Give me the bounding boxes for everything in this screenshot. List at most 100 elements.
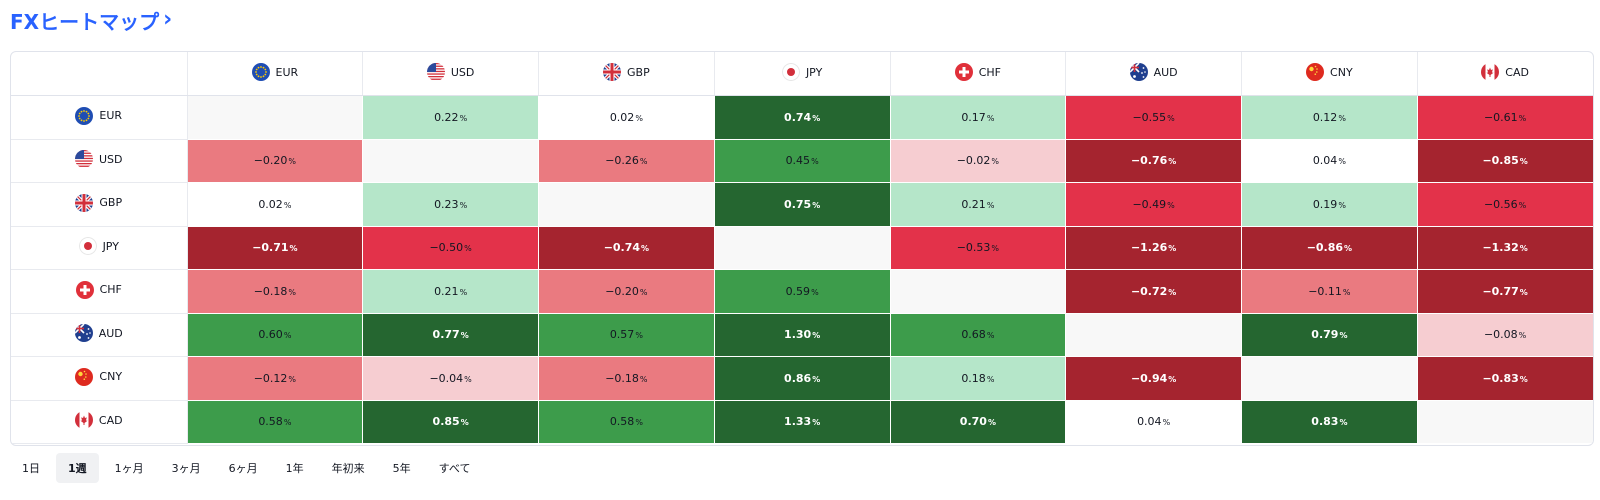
heatmap-cell-eur-chf[interactable]: 0.17% [890, 95, 1067, 140]
heatmap-cell-chf-chf [890, 269, 1067, 314]
period-button-0[interactable]: 1日 [22, 462, 40, 475]
percent-sign: % [1519, 244, 1528, 254]
heatmap-cell-cny-eur[interactable]: −0.12% [187, 356, 364, 401]
heatmap-cell-cad-chf[interactable]: 0.70% [890, 400, 1067, 444]
row-header-label: AUD [98, 326, 123, 340]
heatmap-cell-eur-eur [187, 95, 364, 140]
heatmap-cell-chf-cad[interactable]: −0.77% [1417, 269, 1593, 314]
heatmap-cell-eur-jpy[interactable]: 0.74% [714, 95, 891, 140]
cell-value: 1.33 [784, 415, 812, 429]
heatmap-cell-jpy-aud[interactable]: −1.26% [1065, 226, 1242, 270]
heatmap-cell-cny-usd[interactable]: −0.04% [362, 356, 539, 401]
period-button-4[interactable]: 6ヶ月 [228, 462, 258, 475]
heatmap-cell-gbp-jpy[interactable]: 0.75% [714, 182, 891, 227]
percent-sign: % [1518, 113, 1527, 123]
heatmap-cell-cad-eur[interactable]: 0.58% [187, 400, 364, 444]
heatmap-cell-eur-aud[interactable]: −0.55% [1065, 95, 1242, 140]
heatmap-cell-cad-cny[interactable]: 0.83% [1241, 400, 1418, 444]
heatmap-cell-chf-cny[interactable]: −0.11% [1241, 269, 1418, 314]
heatmap-cell-aud-eur[interactable]: 0.60% [187, 313, 364, 357]
percent-sign: % [639, 157, 648, 167]
heatmap-cell-aud-cad[interactable]: −0.08% [1417, 313, 1593, 357]
period-button-2[interactable]: 1ヶ月 [114, 462, 144, 475]
cell-value: 0.18 [961, 371, 986, 385]
cell-value: 0.83 [1311, 415, 1339, 429]
heatmap-cell-gbp-usd[interactable]: 0.23% [362, 182, 539, 227]
heatmap-cell-cny-aud[interactable]: −0.94% [1065, 356, 1242, 401]
heatmap-cell-gbp-cad[interactable]: −0.56% [1417, 182, 1593, 227]
heatmap-cell-gbp-chf[interactable]: 0.21% [890, 182, 1067, 227]
heatmap-cell-aud-usd[interactable]: 0.77% [362, 313, 539, 357]
heatmap-cell-gbp-aud[interactable]: −0.49% [1065, 182, 1242, 227]
period-button-6[interactable]: 年初来 [331, 462, 365, 475]
cell-value: −0.77 [1482, 284, 1519, 298]
heatmap-cell-jpy-cny[interactable]: −0.86% [1241, 226, 1418, 270]
heatmap-cell-cny-gbp[interactable]: −0.18% [538, 356, 715, 401]
heatmap-cell-chf-gbp[interactable]: −0.20% [538, 269, 715, 314]
corner-cell [11, 52, 188, 96]
chf-flag-icon [954, 63, 973, 81]
heatmap-cell-jpy-cad[interactable]: −1.32% [1417, 226, 1593, 270]
heatmap-cell-eur-usd[interactable]: 0.22% [362, 95, 539, 140]
heatmap-cell-usd-cny[interactable]: 0.04% [1241, 139, 1418, 183]
cell-value: 0.04 [1312, 154, 1338, 168]
heatmap-cell-chf-jpy[interactable]: 0.59% [714, 269, 891, 314]
heatmap-cell-cny-chf[interactable]: 0.18% [890, 356, 1067, 401]
heatmap-title-link[interactable]: FXヒートマップ › [10, 5, 172, 35]
cell-value: −0.50 [429, 241, 464, 255]
heatmap-cell-gbp-cny[interactable]: 0.19% [1241, 182, 1418, 227]
heatmap-cell-gbp-eur[interactable]: 0.02% [187, 182, 364, 227]
heatmap-cell-cad-gbp[interactable]: 0.58% [538, 400, 715, 444]
cell-value: 0.21 [961, 197, 986, 211]
heatmap-cell-cad-jpy[interactable]: 1.33% [714, 400, 891, 444]
percent-sign: % [635, 113, 643, 123]
heatmap-cell-cad-usd[interactable]: 0.85% [362, 400, 539, 444]
cell-value: 0.02 [609, 110, 635, 124]
percent-sign: % [1342, 287, 1351, 297]
heatmap-cell-eur-gbp[interactable]: 0.02% [538, 95, 715, 140]
jpy-flag-icon [78, 237, 97, 256]
heatmap-cell-usd-cad[interactable]: −0.85% [1417, 139, 1593, 183]
heatmap-cell-cad-aud[interactable]: 0.04% [1065, 400, 1242, 444]
heatmap-cell-eur-cad[interactable]: −0.61% [1417, 95, 1593, 140]
heatmap-cell-aud-jpy[interactable]: 1.30% [714, 313, 891, 357]
cell-value: 0.58 [258, 415, 283, 429]
heatmap-cell-chf-usd[interactable]: 0.21% [362, 269, 539, 314]
percent-sign: % [811, 287, 819, 297]
heatmap-cell-jpy-usd[interactable]: −0.50% [362, 226, 539, 270]
row-header-label: JPY [102, 239, 119, 253]
heatmap-cell-jpy-chf[interactable]: −0.53% [890, 226, 1067, 270]
percent-sign: % [1168, 374, 1177, 384]
heatmap-cell-usd-aud[interactable]: −0.76% [1065, 139, 1242, 183]
period-button-5[interactable]: 1年 [285, 462, 304, 475]
cell-value: −0.02 [956, 154, 991, 168]
period-button-1[interactable]: 1週 [56, 453, 99, 483]
period-button-3[interactable]: 3ヶ月 [171, 462, 201, 475]
heatmap-cell-usd-eur[interactable]: −0.20% [187, 139, 364, 183]
heatmap-cell-usd-chf[interactable]: −0.02% [890, 139, 1067, 183]
col-header-label: USD [450, 65, 475, 79]
heatmap-cell-eur-cny[interactable]: 0.12% [1241, 95, 1418, 140]
cell-value: −0.61 [1483, 110, 1518, 124]
heatmap-cell-chf-aud[interactable]: −0.72% [1065, 269, 1242, 314]
heatmap-cell-jpy-gbp[interactable]: −0.74% [538, 226, 715, 270]
heatmap-cell-aud-gbp[interactable]: 0.57% [538, 313, 715, 357]
heatmap-cell-aud-chf[interactable]: 0.68% [890, 313, 1067, 357]
heatmap-cell-cny-cad[interactable]: −0.83% [1417, 356, 1593, 401]
cell-value: 0.70 [959, 415, 987, 429]
heatmap-cell-jpy-eur[interactable]: −0.71% [187, 226, 364, 270]
heatmap-cell-chf-eur[interactable]: −0.18% [187, 269, 364, 314]
heatmap-cell-aud-cny[interactable]: 0.79% [1241, 313, 1418, 357]
percent-sign: % [1168, 287, 1177, 297]
period-button-8[interactable]: すべて [438, 462, 471, 475]
cell-value: −0.20 [605, 284, 639, 298]
row-header-usd: USD [11, 139, 188, 183]
heatmap-cell-gbp-gbp [538, 182, 715, 227]
period-button-7[interactable]: 5年 [392, 462, 411, 475]
heatmap-cell-cny-jpy[interactable]: 0.86% [714, 356, 891, 401]
cell-value: 0.02 [258, 197, 283, 211]
heatmap-cell-usd-jpy[interactable]: 0.45% [714, 139, 891, 183]
heatmap-cell-usd-gbp[interactable]: −0.26% [538, 139, 715, 183]
cad-flag-icon [1481, 63, 1500, 81]
percent-sign: % [987, 418, 996, 428]
